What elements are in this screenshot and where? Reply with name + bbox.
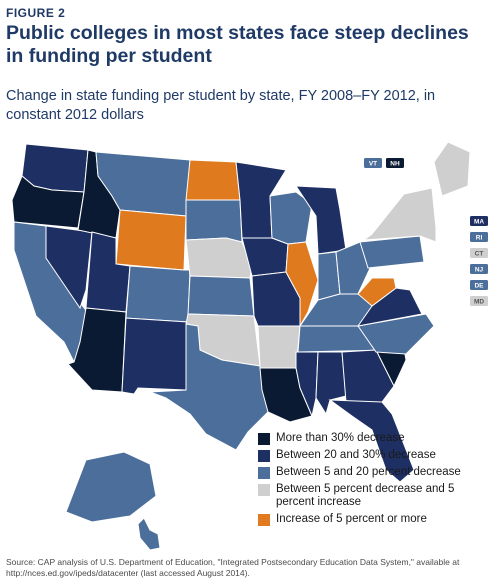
state-tag-label: CT — [475, 251, 484, 258]
legend-item-c1: More than 30% decrease — [258, 432, 492, 445]
state-tag-label: NJ — [475, 267, 484, 274]
state-fl — [328, 399, 415, 483]
state-wy — [115, 209, 187, 271]
state-pa — [359, 235, 425, 269]
state-tag-label: MD — [474, 299, 484, 306]
state-ne — [185, 237, 253, 279]
state-sd — [185, 199, 243, 243]
legend-item-c3: Between 5 and 20 percent decrease — [258, 466, 492, 479]
state-tag-nh: NH — [386, 158, 404, 168]
state-tag-box — [470, 296, 488, 306]
legend-swatch — [258, 467, 270, 479]
state-ga — [341, 349, 395, 403]
state-hi — [137, 517, 161, 550]
state-nm — [121, 317, 189, 395]
state-tag-label: RI — [476, 235, 483, 242]
state-tag-box — [470, 264, 488, 274]
legend-swatch — [258, 433, 270, 445]
chart-subtitle: Change in state funding per student by s… — [6, 88, 436, 123]
state-il — [285, 241, 319, 328]
legend-label: Between 20 and 30% decrease — [276, 449, 436, 461]
state-tag-label: DE — [474, 283, 484, 290]
legend-swatch — [258, 514, 270, 526]
legend-swatch — [258, 450, 270, 462]
state-ar — [257, 325, 301, 369]
legend-item-c4: Between 5 percent decrease and 5 percent… — [258, 483, 492, 509]
state-tag-box — [470, 232, 488, 242]
state-tag-de: DE — [470, 280, 488, 290]
state-ks — [187, 275, 255, 317]
state-tag-label: MA — [474, 219, 484, 226]
legend-label: Increase of 5 percent or more — [276, 513, 427, 525]
state-nd — [185, 159, 241, 201]
legend-label: Between 5 and 20 percent decrease — [276, 466, 461, 478]
state-co — [125, 265, 191, 323]
state-tag-nj: NJ — [470, 264, 488, 274]
figure-label: FIGURE 2 — [6, 6, 66, 20]
us-choropleth-map: VT NH MA RI CT NJ DE MD — [11, 141, 488, 550]
legend-item-c2: Between 20 and 30% decrease — [258, 449, 492, 462]
source-note: Source: CAP analysis of U.S. Department … — [6, 557, 460, 578]
state-tx — [149, 323, 275, 451]
state-nc — [357, 313, 435, 355]
legend-swatch — [258, 484, 270, 496]
state-tag-box — [386, 158, 404, 168]
state-tag-box — [470, 216, 488, 226]
state-tag-md: MD — [470, 296, 488, 306]
legend: More than 30% decrease Between 20 and 30… — [258, 432, 492, 530]
state-tag-ct: CT — [470, 248, 488, 258]
legend-label: Between 5 percent decrease and 5 percent… — [276, 483, 455, 508]
state-tag-ri: RI — [470, 232, 488, 242]
state-tag-ma: MA — [470, 216, 488, 226]
state-tag-box — [470, 248, 488, 258]
legend-item-c5: Increase of 5 percent or more — [258, 513, 492, 526]
state-tag-label: NH — [390, 161, 400, 168]
state-me — [433, 141, 471, 197]
state-wv — [357, 277, 397, 307]
legend-label: More than 30% decrease — [276, 432, 405, 444]
state-tag-box — [364, 158, 382, 168]
state-oh — [335, 241, 373, 295]
state-ny — [362, 187, 437, 243]
state-tag-box — [470, 280, 488, 290]
state-tag-label: VT — [369, 161, 377, 168]
state-ak — [65, 451, 157, 523]
state-tag-vt: VT — [364, 158, 382, 168]
chart-title: Public colleges in most states face stee… — [6, 22, 469, 67]
